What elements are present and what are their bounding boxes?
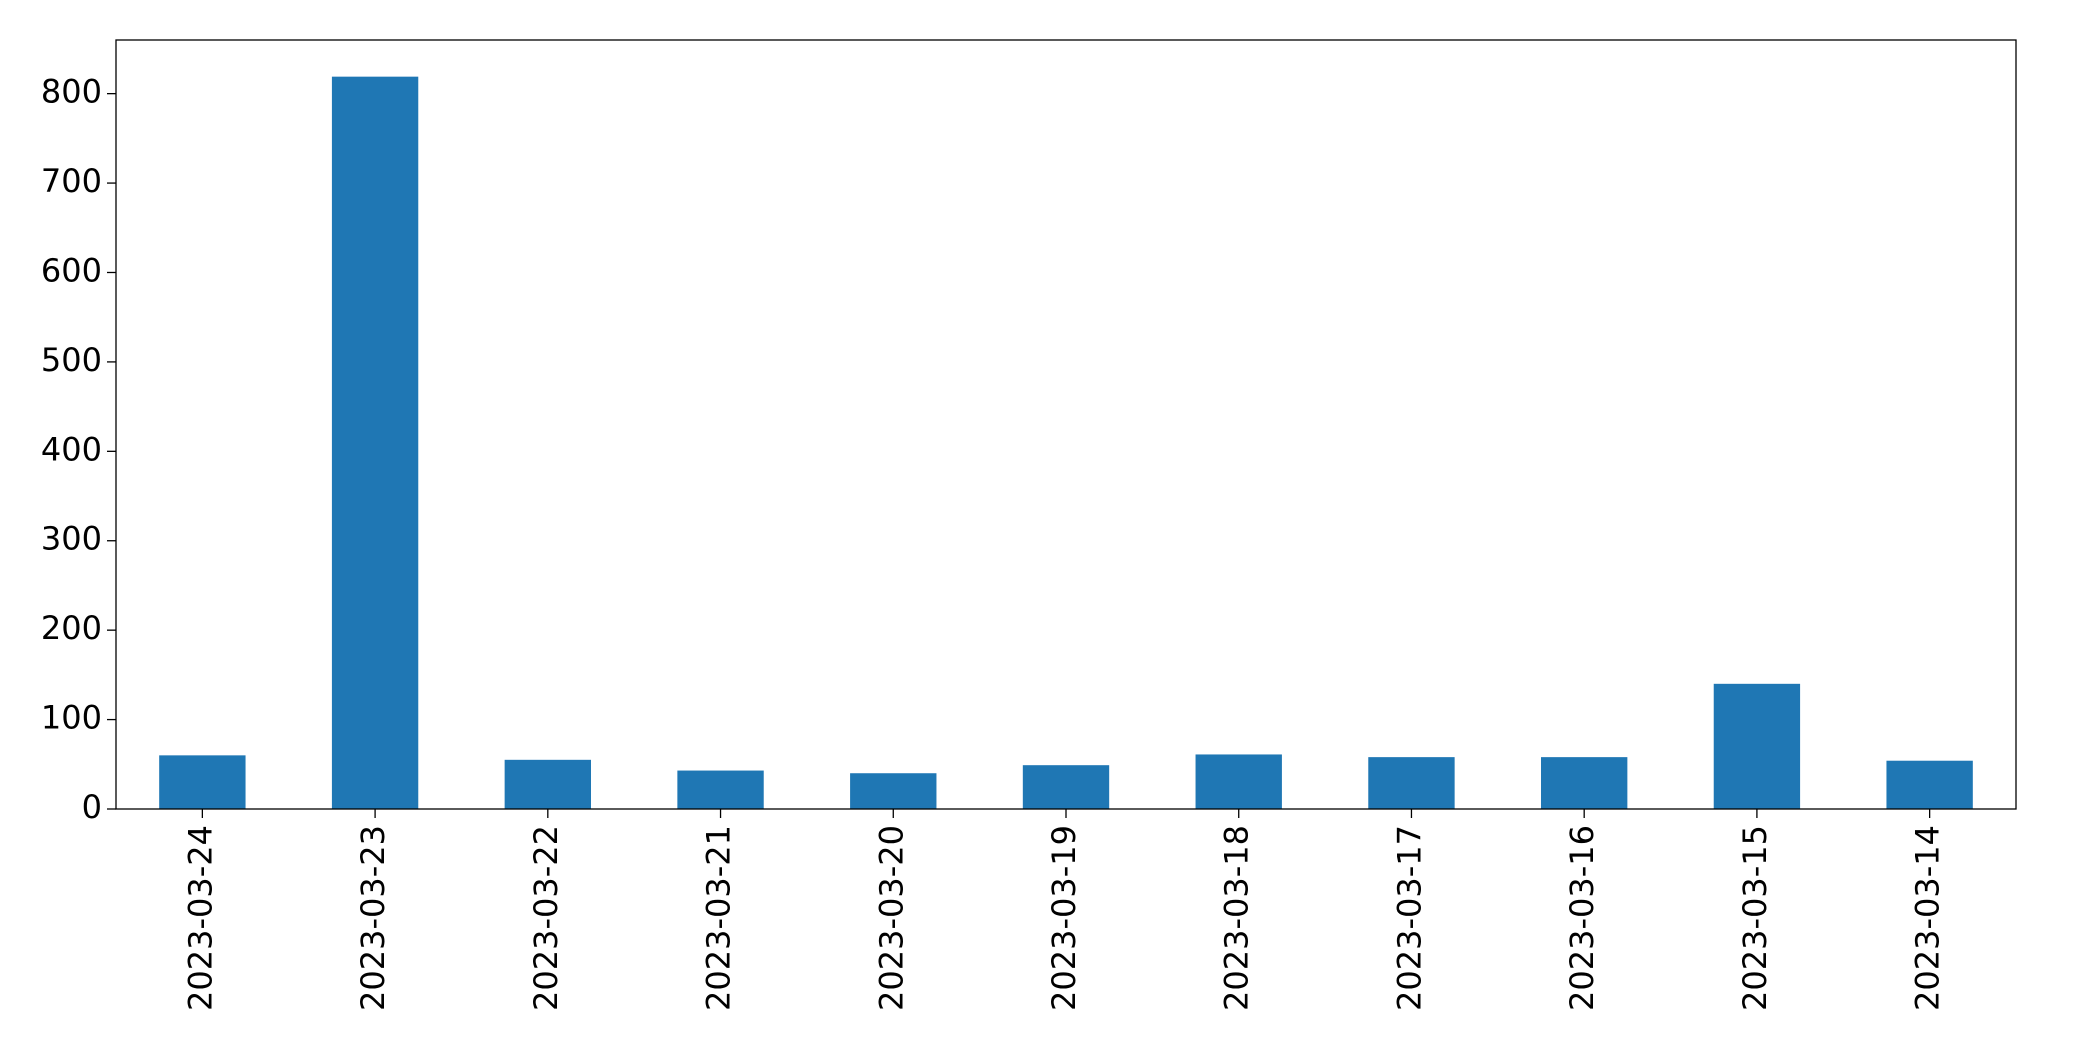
plot-frame <box>115 39 2017 810</box>
bar <box>331 76 419 810</box>
bar <box>1541 757 1628 809</box>
x-tick-label: 2023-03-17 <box>1390 825 1428 1011</box>
x-tick-label: 2023-03-15 <box>1736 825 1774 1011</box>
x-tick-label: 2023-03-21 <box>700 825 738 1011</box>
x-tick-label: 2023-03-23 <box>354 825 392 1011</box>
x-tick-label: 2023-03-18 <box>1218 825 1256 1011</box>
y-tick-label: 800 <box>41 73 102 111</box>
y-tick-label: 400 <box>41 430 102 468</box>
bar <box>1713 683 1801 809</box>
bar <box>1022 765 1110 809</box>
x-tick-label: 2023-03-16 <box>1563 825 1601 1011</box>
y-tick-label: 200 <box>41 609 102 647</box>
bar <box>850 773 937 809</box>
x-tick-label: 2023-03-22 <box>527 825 565 1011</box>
bar <box>159 755 246 809</box>
x-tick-label: 2023-03-20 <box>872 825 910 1011</box>
y-tick-label: 100 <box>41 699 102 737</box>
x-tick-label: 2023-03-24 <box>181 825 219 1011</box>
bar <box>1886 760 1973 809</box>
y-tick-label: 0 <box>82 788 102 826</box>
y-tick-label: 700 <box>41 162 102 200</box>
y-tick-label: 500 <box>41 341 102 379</box>
y-tick-label: 600 <box>41 251 102 289</box>
y-tick-label: 300 <box>41 520 102 558</box>
bar <box>504 759 591 809</box>
bar <box>1195 754 1282 809</box>
x-tick-label: 2023-03-19 <box>1045 825 1083 1011</box>
bar <box>677 770 764 809</box>
bar <box>1368 757 1455 809</box>
x-tick-label: 2023-03-14 <box>1909 825 1947 1011</box>
